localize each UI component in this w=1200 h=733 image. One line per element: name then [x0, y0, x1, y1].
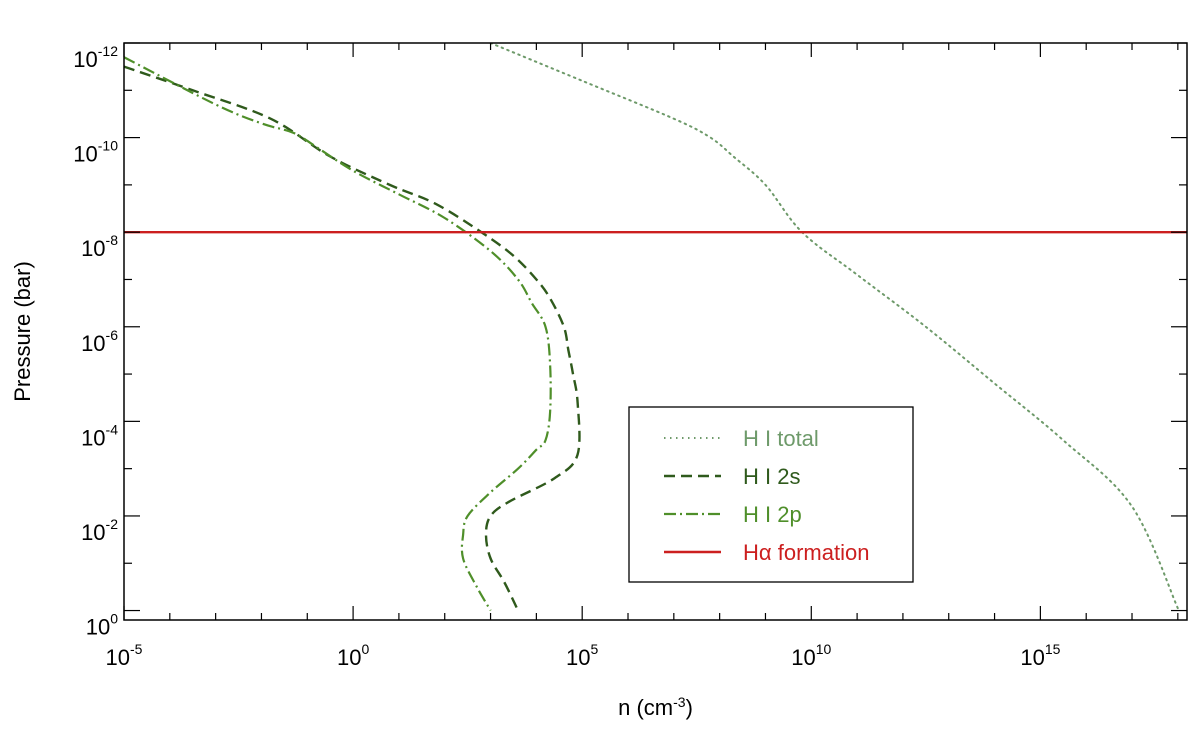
x-tick-label: 1010: [791, 641, 831, 670]
ticks-layer: [123, 42, 1187, 620]
y-tick-label: 100: [86, 611, 118, 640]
y-tick-label: 10-4: [81, 421, 118, 450]
y-tick-label: 10-10: [73, 138, 118, 167]
y-tick-label: 10-2: [81, 516, 118, 545]
x-tick-label: 10-5: [106, 641, 143, 670]
series-layer: [124, 43, 1187, 612]
y-tick-label: 10-12: [73, 43, 118, 72]
legend-label-h-formation: Hα formation: [743, 540, 869, 565]
x-tick-label: 100: [337, 641, 369, 670]
legend-label-h-i-total: H I total: [743, 426, 819, 451]
legend: H I total H I 2s H I 2p Hα formation: [628, 406, 914, 583]
x-tick-label: 105: [566, 641, 598, 670]
labels-layer: 10-5 100 105 1010 101510-1210-1010-810-610-4…: [73, 43, 1060, 670]
x-axis-title-sup: -3: [673, 694, 686, 710]
legend-label-h-i-2s: H I 2s: [743, 464, 800, 489]
y-axis-title: Pressure (bar): [10, 261, 35, 402]
y-tick-label: 10-8: [81, 232, 118, 261]
x-tick-label: 1015: [1020, 641, 1060, 670]
series-line-h-i-2p: [124, 56, 552, 612]
y-tick-label: 10-6: [81, 327, 118, 356]
series-line-h-i-2s: [124, 65, 581, 612]
plot-frame: [123, 42, 1188, 621]
legend-label-h-i-2p: H I 2p: [743, 502, 802, 527]
x-axis-title: n (cm-3): [618, 694, 693, 720]
